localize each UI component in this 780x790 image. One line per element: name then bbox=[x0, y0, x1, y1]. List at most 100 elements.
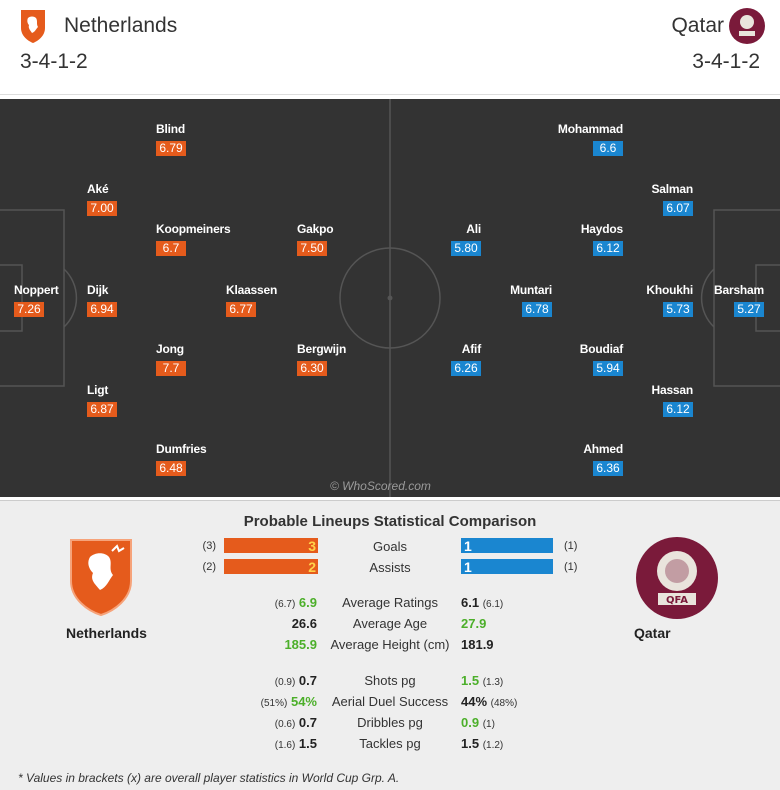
home-player[interactable]: Jong 7.7 bbox=[156, 342, 246, 377]
home-cell: 26.6 bbox=[200, 616, 317, 631]
home-value: 6.9 bbox=[298, 595, 317, 610]
home-player[interactable]: Aké 7.00 bbox=[87, 182, 177, 217]
home-player[interactable]: Klaassen 6.77 bbox=[226, 283, 316, 318]
player-name: Barsham bbox=[714, 283, 764, 297]
away-player[interactable]: Barsham 5.27 bbox=[674, 283, 764, 318]
away-player[interactable]: Mohammad 6.6 bbox=[533, 122, 623, 157]
home-player[interactable]: Dijk 6.94 bbox=[87, 283, 177, 318]
home-overall-value: (0.6) bbox=[274, 719, 296, 730]
away-cell: 6.1 (6.1) bbox=[461, 595, 581, 610]
home-player[interactable]: Noppert 7.26 bbox=[14, 283, 104, 318]
stat-label: Aerial Duel Success bbox=[331, 694, 449, 709]
footnote: * Values in brackets (x) are overall pla… bbox=[18, 771, 400, 785]
player-name: Mohammad bbox=[557, 122, 623, 136]
away-player[interactable]: Afif 6.26 bbox=[391, 342, 481, 377]
away-value: 6.1 bbox=[461, 595, 480, 610]
home-overall-value: (3) bbox=[202, 540, 216, 552]
away-value: 44% bbox=[461, 694, 488, 709]
player-name: Bergwijn bbox=[297, 342, 347, 356]
away-value: 1.5 bbox=[461, 736, 480, 751]
qatar-fa-crest-icon bbox=[729, 8, 765, 44]
player-rating: 6.6 bbox=[593, 141, 623, 156]
home-team-name[interactable]: Netherlands bbox=[64, 14, 178, 37]
player-name: Noppert bbox=[14, 283, 59, 297]
home-player[interactable]: Ligt 6.87 bbox=[87, 383, 177, 418]
home-cell: (0.9) 0.7 bbox=[200, 673, 317, 688]
home-player[interactable]: Koopmeiners 6.7 bbox=[156, 222, 246, 257]
home-player[interactable]: Blind 6.79 bbox=[156, 122, 246, 157]
home-overall-value: (6.7) bbox=[274, 599, 296, 610]
home-team-name[interactable]: Netherlands bbox=[66, 625, 147, 641]
player-name: Muntari bbox=[510, 283, 552, 297]
player-rating: 6.30 bbox=[297, 361, 327, 376]
watermark: © WhoScored.com bbox=[330, 479, 431, 493]
away-overall-value: (1.3) bbox=[482, 677, 504, 688]
player-rating: 6.48 bbox=[156, 461, 186, 476]
player-name: Ligt bbox=[87, 383, 109, 397]
away-player[interactable]: Hassan 6.12 bbox=[603, 383, 693, 418]
away-player[interactable]: Ali 5.80 bbox=[391, 222, 481, 257]
away-player[interactable]: Khoukhi 5.73 bbox=[603, 283, 693, 318]
qatar-fa-crest-icon[interactable]: QFA bbox=[634, 535, 720, 621]
stat-row: (51%) 54% Aerial Duel Success 44% (48%) bbox=[0, 694, 780, 712]
away-cell: 1.5 (1.3) bbox=[461, 673, 581, 688]
stat-row: (6.7) 6.9 Average Ratings 6.1 (6.1) bbox=[0, 595, 780, 613]
player-rating: 6.12 bbox=[593, 241, 623, 256]
away-value: 1.5 bbox=[461, 673, 480, 688]
stat-row-goals: (3) 3 Goals 1 (1) bbox=[0, 538, 780, 556]
away-team-name[interactable]: Qatar bbox=[634, 625, 671, 641]
player-rating: 6.87 bbox=[87, 402, 117, 417]
player-rating: 7.00 bbox=[87, 201, 117, 216]
player-rating: 6.07 bbox=[663, 201, 693, 216]
away-overall-value: (1) bbox=[564, 561, 578, 573]
home-overall-value: (0.9) bbox=[274, 677, 296, 688]
away-team-name[interactable]: Qatar bbox=[671, 14, 724, 37]
home-player[interactable]: Dumfries 6.48 bbox=[156, 442, 246, 477]
player-name: Ahmed bbox=[583, 442, 623, 456]
home-bar bbox=[224, 559, 318, 574]
away-overall-value: (6.1) bbox=[482, 599, 504, 610]
stats-comparison-panel: Probable Lineups Statistical Comparison … bbox=[0, 500, 780, 790]
match-header: Netherlands 3-4-1-2 Qatar 3-4-1-2 bbox=[0, 0, 780, 95]
away-player[interactable]: Muntari 6.78 bbox=[462, 283, 552, 318]
stat-row: 185.9 Average Height (cm) 181.9 bbox=[0, 637, 780, 655]
home-formation: 3-4-1-2 bbox=[20, 50, 88, 73]
player-rating: 5.73 bbox=[663, 302, 693, 317]
netherlands-crest-icon[interactable] bbox=[68, 537, 134, 617]
away-overall-value: (48%) bbox=[490, 698, 518, 709]
player-name: Haydos bbox=[580, 222, 623, 236]
player-rating: 6.12 bbox=[663, 402, 693, 417]
player-rating: 7.7 bbox=[156, 361, 186, 376]
away-cell: 27.9 bbox=[461, 616, 581, 631]
away-overall-value: (1) bbox=[564, 540, 578, 552]
pitch: Noppert 7.26 Aké 7.00 Dijk 6.94 Ligt 6.8… bbox=[0, 99, 780, 497]
netherlands-crest-icon bbox=[21, 10, 45, 43]
home-overall-value: (51%) bbox=[260, 698, 288, 709]
stat-label: Assists bbox=[369, 560, 411, 575]
player-name: Afif bbox=[461, 342, 481, 356]
home-player[interactable]: Bergwijn 6.30 bbox=[297, 342, 387, 377]
player-rating: 5.80 bbox=[451, 241, 481, 256]
away-player[interactable]: Ahmed 6.36 bbox=[533, 442, 623, 477]
away-cell: 0.9 (1) bbox=[461, 715, 581, 730]
player-rating: 6.36 bbox=[593, 461, 623, 476]
player-name: Klaassen bbox=[226, 283, 278, 297]
home-overall-value: (2) bbox=[202, 561, 216, 573]
away-value: 181.9 bbox=[461, 637, 494, 652]
player-name: Gakpo bbox=[297, 222, 334, 236]
stat-label: Average Height (cm) bbox=[330, 637, 450, 652]
home-value: 1.5 bbox=[298, 736, 317, 751]
away-player[interactable]: Boudiaf 5.94 bbox=[533, 342, 623, 377]
away-formation: 3-4-1-2 bbox=[692, 50, 760, 73]
stat-label: Average Ratings bbox=[342, 595, 438, 610]
home-player[interactable]: Gakpo 7.50 bbox=[297, 222, 387, 257]
stat-row: (0.6) 0.7 Dribbles pg 0.9 (1) bbox=[0, 715, 780, 733]
home-overall-value: (1.6) bbox=[274, 740, 296, 751]
player-name: Koopmeiners bbox=[156, 222, 231, 236]
home-value: 185.9 bbox=[284, 637, 317, 652]
player-name: Dijk bbox=[87, 283, 109, 297]
stat-row-assists: (2) 2 Assists 1 (1) bbox=[0, 559, 780, 577]
away-value: 1 bbox=[464, 538, 472, 554]
away-player[interactable]: Haydos 6.12 bbox=[533, 222, 623, 257]
away-player[interactable]: Salman 6.07 bbox=[603, 182, 693, 217]
